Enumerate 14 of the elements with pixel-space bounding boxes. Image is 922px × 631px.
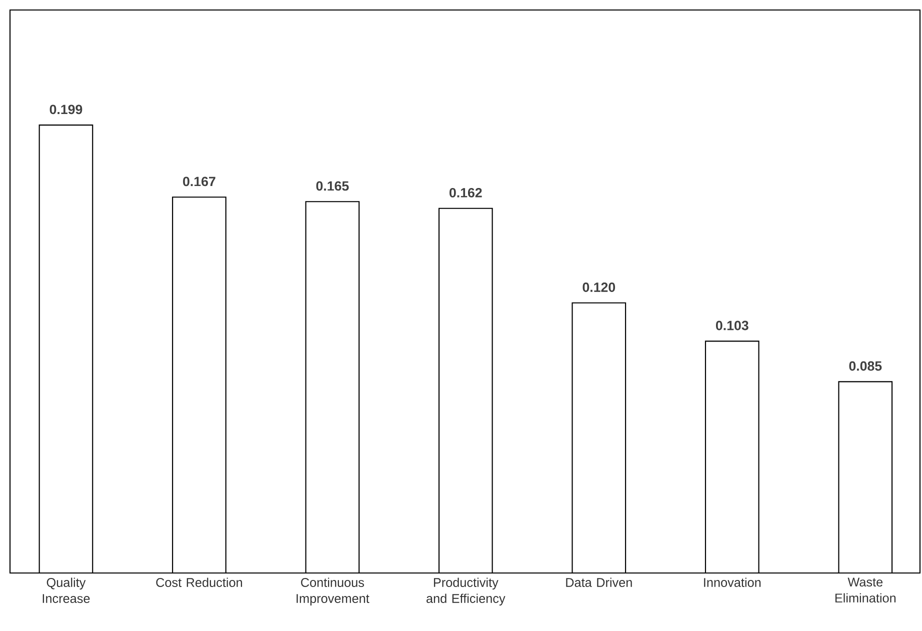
x-tick-label: Data Driven (566, 578, 632, 587)
data-label: 0.085 (849, 361, 882, 371)
x-tick-label: Waste Elimination (835, 578, 896, 603)
data-label: 0.162 (450, 188, 482, 198)
data-label: 0.120 (582, 282, 616, 292)
x-tick-label: Productivity and Efficiency (426, 578, 506, 606)
data-label: 0.167 (183, 176, 216, 186)
data-label: 0.165 (316, 181, 349, 191)
data-label: 0.199 (50, 104, 82, 114)
x-tick-label: Continuous Improvement (296, 578, 370, 606)
x-tick-label: Innovation (704, 578, 761, 587)
x-tick-label: Quality Increase (42, 578, 90, 603)
x-tick-label: Cost Reduction (156, 578, 242, 587)
data-label: 0.103 (716, 320, 748, 330)
